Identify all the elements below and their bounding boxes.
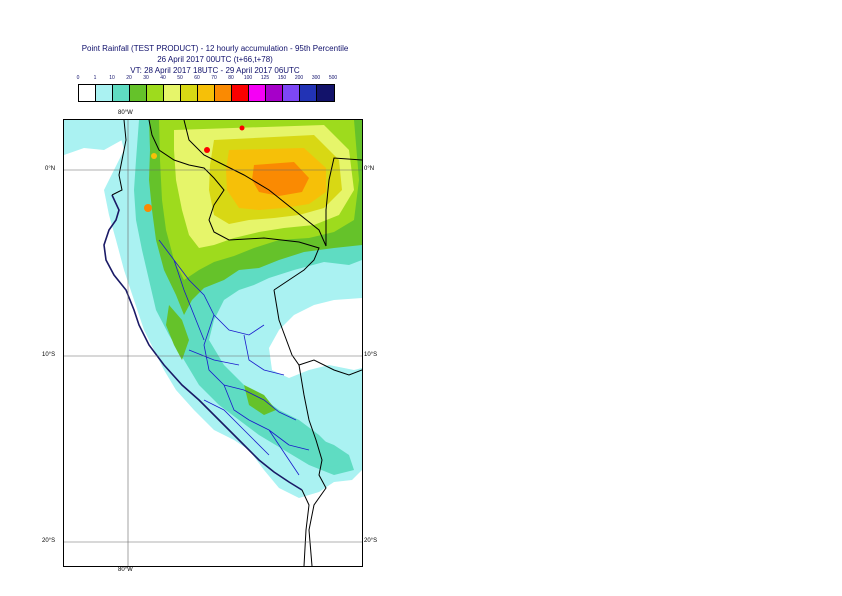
lon-label-bottom: 80°W: [118, 567, 133, 573]
legend-swatch: [113, 85, 130, 101]
map-title: Point Rainfall (TEST PRODUCT) - 12 hourl…: [81, 44, 349, 53]
legend-threshold-label: 10: [109, 75, 115, 81]
legend-threshold-label: 500: [328, 75, 338, 81]
legend-threshold-label: 150: [277, 75, 287, 81]
legend-threshold-label: 20: [126, 75, 132, 81]
legend-swatch: [215, 85, 232, 101]
legend-swatch: [317, 85, 334, 101]
legend-swatch: [147, 85, 164, 101]
border-east-brazil: [273, 157, 362, 376]
legend-threshold-label: 80: [228, 75, 234, 81]
legend-threshold-label: 40: [160, 75, 166, 81]
dry-area-east: [269, 298, 362, 378]
region-borders: [158, 239, 310, 476]
legend-swatch: [266, 85, 283, 101]
coastline-ecuador: [111, 120, 127, 196]
legend-threshold-label: 1: [93, 75, 97, 81]
lat-label-20-left: 20°S: [42, 538, 56, 544]
legend-color-bar: [78, 84, 335, 102]
rain-area-south-teal: [204, 370, 339, 468]
rain-spot-red: [204, 147, 210, 153]
rain-area-light-west: [64, 120, 124, 155]
legend-swatch: [96, 85, 113, 101]
rain-spot-orange: [144, 204, 152, 212]
legend-threshold-label: 0: [76, 75, 80, 81]
valid-time: VT: 28 April 2017 18UTC - 29 April 2017 …: [130, 66, 300, 75]
lat-label-0-right: 0°N: [364, 166, 375, 172]
border-chile: [301, 489, 310, 566]
lat-label-20-right: 20°S: [364, 538, 378, 544]
border-north: [148, 120, 320, 291]
legend-threshold-label: 300: [311, 75, 321, 81]
rain-area-south-green: [244, 385, 276, 415]
rain-spot-red-2: [239, 125, 245, 131]
legend-swatch: [249, 85, 266, 101]
legend-swatch: [300, 85, 317, 101]
rain-area-green-south: [166, 305, 189, 360]
legend-threshold-label: 30: [143, 75, 149, 81]
legend-swatch: [164, 85, 181, 101]
legend-threshold-label: 125: [260, 75, 270, 81]
legend-swatch: [130, 85, 147, 101]
map-canvas: [64, 120, 362, 566]
coastline: [103, 194, 303, 491]
border-bolivia: [298, 364, 327, 566]
legend-swatch: [181, 85, 198, 101]
rainfall-map: [63, 119, 363, 567]
legend-swatch: [283, 85, 300, 101]
legend-threshold-label: 50: [177, 75, 183, 81]
lat-label-10-left: 10°S: [42, 352, 56, 358]
rain-area-deep-orange: [252, 162, 309, 196]
forecast-run: 26 April 2017 00UTC (t+66,t+78): [157, 55, 273, 64]
legend-threshold-label: 70: [211, 75, 217, 81]
lon-label-top: 80°W: [118, 110, 133, 116]
legend-labels: 0 1 10 20 30 40 50 60 70 80 100 125 150 200 300 500: [0, 0, 842, 84]
legend-threshold-label: 200: [294, 75, 304, 81]
legend-swatch: [232, 85, 249, 101]
legend-swatch: [198, 85, 215, 101]
lat-label-0-left: 0°N: [45, 166, 56, 172]
border-colombia: [183, 120, 327, 247]
legend-threshold-label: 60: [194, 75, 200, 81]
legend-threshold-label: 100: [243, 75, 253, 81]
legend-swatch: [79, 85, 96, 101]
lat-label-10-right: 10°S: [364, 352, 378, 358]
rain-spot-orange-2: [151, 153, 157, 159]
